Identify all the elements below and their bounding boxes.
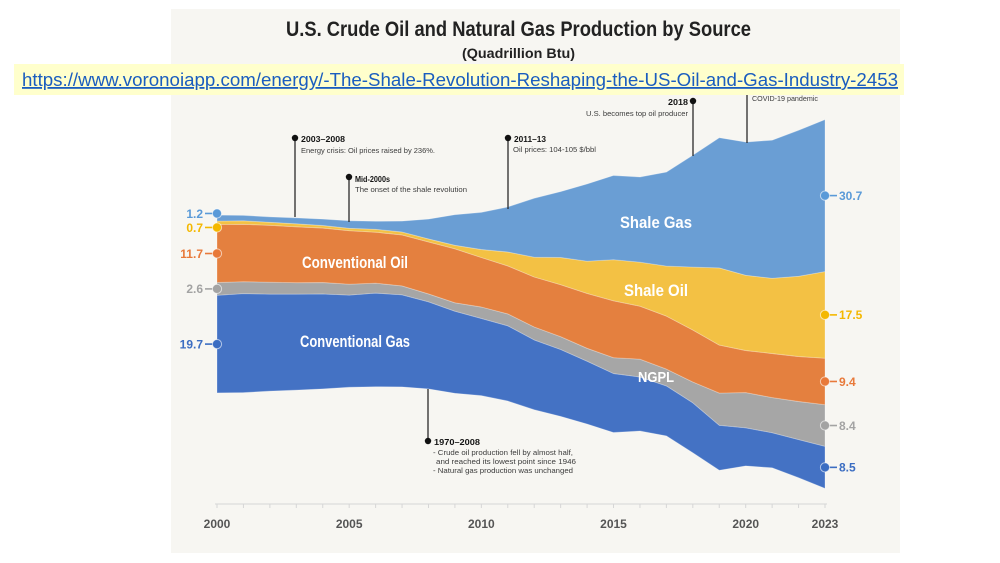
value-label-text: 17.5 — [839, 308, 863, 322]
value-labels: 1.20.7 11.7 2.6 19.7 30.7 17.5 9.4 8.4 8.5 — [180, 189, 863, 475]
x-axis: 2000 2005 2010 2015 2020 2023 — [204, 503, 839, 531]
area-label-conventional-gas: Conventional Gas — [300, 332, 410, 351]
value-marker-dot — [211, 222, 223, 233]
value-marker-dot — [819, 309, 831, 320]
value-label-text: 11.7 — [180, 247, 203, 261]
value-marker-dot — [211, 283, 223, 295]
pin-icon — [291, 134, 299, 142]
annotation-top-producer: 2018 U.S. becomes top oil producer — [586, 97, 697, 156]
end-value-label-conventional-oil: 9.4 — [819, 375, 856, 389]
value-marker-dot — [819, 376, 831, 387]
value-marker-dot — [211, 208, 223, 219]
value-label-text: 0.7 — [186, 221, 203, 235]
pin-icon — [504, 134, 512, 142]
annotation-title: Mid-2000s — [355, 174, 390, 184]
area-shale-gas — [216, 119, 826, 279]
annotation-text: - Natural gas production was unchanged — [433, 466, 573, 475]
value-label-text: 19.7 — [180, 337, 204, 351]
source-link[interactable]: https://www.voronoiapp.com/energy/-The-S… — [22, 70, 898, 90]
annotation-text: and reached its lowest point since 1946 — [436, 457, 576, 466]
pin-icon — [689, 97, 697, 105]
annotation-title: 2018 — [668, 97, 688, 107]
annotation-text: - Crude oil production fell by almost ha… — [433, 448, 573, 457]
value-marker-dot — [819, 190, 831, 201]
annotation-covid: COVID-19 pandemic — [746, 94, 818, 143]
value-label-text: 30.7 — [839, 189, 863, 203]
annotation-text: The onset of the shale revolution — [355, 185, 467, 194]
area-label-shale-oil: Shale Oil — [624, 281, 688, 300]
value-label-text: 9.4 — [839, 375, 856, 389]
annotation-text: COVID-19 pandemic — [752, 94, 818, 103]
annotation-title: 2011–13 — [514, 134, 546, 144]
value-label-text: 2.6 — [186, 282, 203, 296]
area-label-ngpl: NGPL — [638, 369, 674, 386]
pin-icon — [424, 437, 432, 445]
x-tick-label: 2010 — [468, 517, 495, 531]
x-tick-label: 2005 — [336, 517, 363, 531]
annotation-text: U.S. becomes top oil producer — [586, 109, 689, 118]
annotation-text: Oil prices: 104-105 $/bbl — [513, 145, 596, 154]
end-value-label-ngpl: 8.4 — [819, 419, 856, 433]
start-value-label-conventional-oil: 11.7 — [180, 247, 223, 261]
chart-subtitle: (Quadrillion Btu) — [462, 45, 575, 61]
value-marker-dot — [211, 248, 223, 259]
link-highlight — [14, 64, 904, 95]
start-value-label-conventional-gas: 19.7 — [180, 337, 223, 351]
start-value-label-ngpl: 2.6 — [186, 282, 223, 296]
annotation-shale-onset: Mid-2000s The onset of the shale revolut… — [345, 173, 467, 222]
value-label-text: 1.2 — [186, 207, 203, 221]
area-layers — [216, 119, 826, 489]
chart-title: U.S. Crude Oil and Natural Gas Productio… — [286, 18, 751, 41]
annotation-energy-crisis: 2003–2008 Energy crisis: Oil prices rais… — [291, 134, 435, 217]
area-labels: Shale Gas Shale Oil Conventional Oil NGP… — [300, 213, 692, 386]
start-value-label-shale-gas: 1.2 — [186, 207, 223, 221]
annotation-production-decline: 1970–2008 - Crude oil production fell by… — [424, 389, 576, 475]
value-marker-dot — [819, 462, 831, 473]
area-label-shale-gas: Shale Gas — [620, 213, 692, 232]
source-link-banner: https://www.voronoiapp.com/energy/-The-S… — [14, 64, 904, 95]
annotation-text: Energy crisis: Oil prices raised by 236%… — [301, 146, 435, 155]
area-label-conventional-oil: Conventional Oil — [302, 253, 408, 272]
annotations: 2003–2008 Energy crisis: Oil prices rais… — [291, 94, 818, 475]
pin-icon — [345, 173, 353, 181]
end-value-label-shale-oil: 17.5 — [819, 308, 863, 322]
source-link-text[interactable]: https://www.voronoiapp.com/energy/-The-S… — [22, 70, 898, 90]
annotation-title: 1970–2008 — [434, 437, 480, 447]
value-label-text: 8.5 — [839, 461, 856, 475]
value-marker-dot — [819, 420, 831, 431]
annotation-oil-prices: 2011–13 Oil prices: 104-105 $/bbl — [504, 134, 596, 209]
annotation-title: 2003–2008 — [301, 134, 345, 144]
value-label-text: 8.4 — [839, 419, 856, 433]
start-value-label-shale-oil: 0.7 — [186, 221, 223, 235]
x-tick-label: 2023 — [812, 517, 839, 531]
value-marker-dot — [211, 338, 223, 350]
x-tick-label: 2000 — [204, 517, 231, 531]
x-tick-label: 2015 — [600, 517, 627, 531]
x-tick-label: 2020 — [732, 517, 759, 531]
end-value-label-conventional-gas: 8.5 — [819, 461, 856, 475]
end-value-label-shale-gas: 30.7 — [819, 189, 863, 203]
